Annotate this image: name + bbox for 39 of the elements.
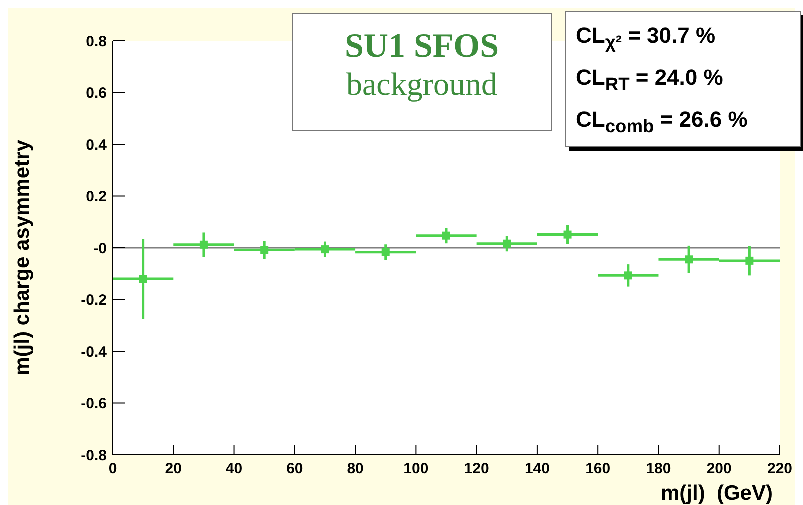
point (624, 272, 632, 280)
x-tick-label: 140 (524, 460, 550, 478)
x-tick-label: 180 (646, 460, 672, 478)
x-tick-label: 160 (586, 460, 611, 478)
annotation: CL$_{χ²}$ = 30.7 % (576, 22, 717, 54)
point (260, 246, 269, 254)
x-tick-label: 100 (404, 460, 429, 478)
y-axis-title: m(jl) charge asymmetry (11, 140, 35, 376)
y-tick-label: 0.8 (86, 33, 107, 50)
y-tick-label: -0.2 (81, 292, 107, 310)
y-tick-label: -0 (94, 240, 107, 258)
x-tick-label: 40 (226, 460, 243, 478)
x-tick-label: 220 (767, 460, 793, 478)
annotation: CL$_{comb}$ = 26.6 % (576, 106, 749, 138)
point (685, 256, 694, 264)
x-tick-label: 200 (706, 460, 732, 478)
text: background (345, 66, 499, 103)
point (321, 246, 330, 254)
y-tick-label: 0.2 (86, 188, 107, 206)
x-tick-label: 60 (286, 460, 304, 478)
point (139, 275, 148, 284)
point (382, 248, 390, 256)
y-tick-label: 0.6 (86, 85, 107, 102)
x-tick-label: 20 (165, 460, 182, 478)
x-tick-label: 120 (464, 460, 490, 478)
y-tick-label: 0.4 (86, 136, 108, 154)
point (564, 230, 572, 239)
point (442, 232, 450, 240)
annotation: CL$_{RT}$ = 24.0 % (576, 64, 724, 96)
y-tick-label: -0.8 (81, 447, 107, 464)
point (503, 240, 512, 248)
chart-title: SU1 SFOS (344, 28, 500, 66)
y-tick-label: -0.6 (81, 396, 107, 413)
y-tick-label: -0.4 (81, 344, 108, 361)
x-tick-label: 80 (347, 460, 364, 478)
point (746, 256, 754, 265)
x-axis-title: m(jl) (GeV) (660, 482, 773, 505)
point (200, 240, 208, 249)
x-tick-label: 0 (108, 460, 118, 478)
